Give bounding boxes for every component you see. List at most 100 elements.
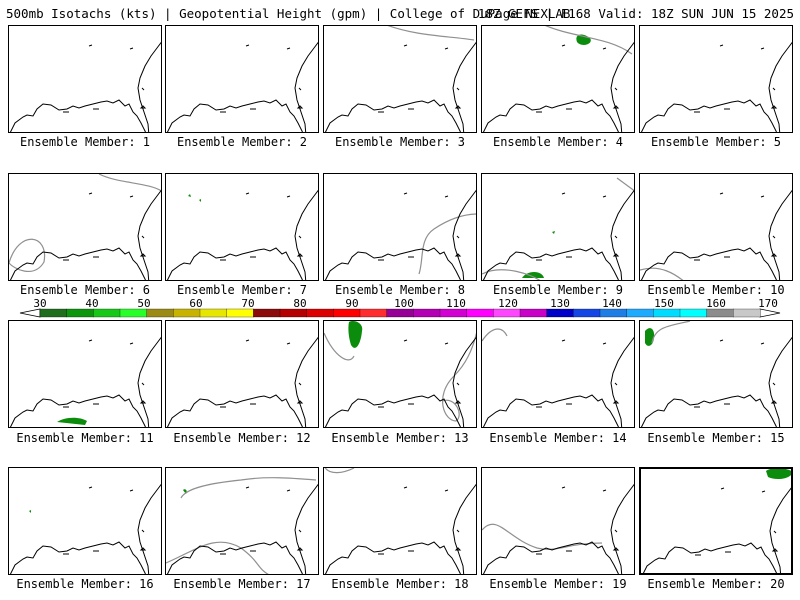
coastline bbox=[294, 41, 318, 132]
ensemble-map-panel bbox=[8, 320, 162, 428]
coastline bbox=[719, 44, 724, 47]
coastline bbox=[612, 105, 620, 109]
colorbar-swatch bbox=[519, 308, 548, 318]
colorbar-low-arrow bbox=[19, 308, 41, 318]
coastline bbox=[456, 87, 460, 91]
gulf-coast-map bbox=[642, 469, 791, 573]
gulf-coast-map bbox=[324, 468, 476, 574]
ensemble-member-label: Ensemble Member: 18 bbox=[331, 577, 469, 591]
ensemble-map-panel bbox=[323, 467, 477, 575]
coastline bbox=[610, 189, 634, 280]
coastline bbox=[298, 235, 302, 239]
coastline bbox=[129, 195, 134, 198]
colorbar-label: 90 bbox=[345, 297, 358, 310]
coastline bbox=[719, 339, 724, 342]
coastline bbox=[129, 489, 134, 492]
height-contour bbox=[651, 321, 691, 344]
coastline bbox=[9, 394, 146, 427]
ensemble-map-panel bbox=[165, 25, 319, 133]
coastline bbox=[640, 394, 777, 427]
ensemble-member-label: Ensemble Member: 4 bbox=[492, 135, 624, 149]
colorbar-label: 140 bbox=[602, 297, 622, 310]
coastline bbox=[769, 487, 791, 573]
coastline bbox=[403, 486, 408, 489]
colorbar-swatch bbox=[333, 308, 361, 318]
gulf-coast-map bbox=[482, 328, 634, 427]
isotach-shading bbox=[57, 417, 87, 425]
coastline bbox=[454, 253, 462, 257]
coastline bbox=[610, 336, 634, 427]
gulf-coast-map bbox=[482, 483, 634, 574]
coastline bbox=[561, 44, 566, 47]
coastline bbox=[760, 195, 765, 198]
coastline bbox=[137, 483, 161, 574]
coastline bbox=[770, 105, 778, 109]
coastline bbox=[296, 400, 304, 404]
colorbar-swatch bbox=[573, 308, 601, 318]
coastline bbox=[139, 105, 147, 109]
coastline bbox=[761, 490, 766, 493]
coastline bbox=[294, 483, 318, 574]
ensemble-map-panel bbox=[8, 173, 162, 281]
coastline bbox=[602, 342, 607, 345]
coastline bbox=[294, 189, 318, 280]
ensemble-member-label: Ensemble Member: 10 bbox=[647, 283, 785, 297]
coastline bbox=[610, 483, 634, 574]
coastline bbox=[296, 547, 304, 551]
coastline bbox=[454, 547, 462, 551]
coastline bbox=[614, 382, 618, 386]
gulf-coast-map bbox=[324, 321, 476, 427]
coastline bbox=[610, 41, 634, 132]
ensemble-map-panel bbox=[481, 25, 635, 133]
coastline bbox=[642, 542, 778, 573]
ensemble-member-label: Ensemble Member: 19 bbox=[489, 577, 627, 591]
colorbar-swatch bbox=[466, 308, 494, 318]
gulf-coast-map bbox=[482, 26, 634, 132]
coastline bbox=[720, 487, 725, 490]
gulf-coast-map bbox=[9, 174, 161, 280]
colorbar-swatch bbox=[119, 308, 148, 318]
coastline bbox=[296, 105, 304, 109]
ensemble-member-label: Ensemble Member: 1 bbox=[19, 135, 151, 149]
coastline bbox=[444, 342, 449, 345]
ensemble-map-panel bbox=[323, 173, 477, 281]
ensemble-map-panel bbox=[165, 467, 319, 575]
coastline bbox=[166, 394, 303, 427]
coastline bbox=[166, 247, 303, 280]
ensemble-map-panel bbox=[165, 173, 319, 281]
colorbar-swatch bbox=[706, 308, 734, 318]
colorbar-swatch bbox=[279, 308, 308, 318]
gulf-coast-map bbox=[166, 41, 318, 132]
coastline bbox=[454, 105, 462, 109]
coastline bbox=[141, 235, 145, 239]
coastline bbox=[768, 336, 792, 427]
coastline bbox=[602, 489, 607, 492]
colorbar-swatch bbox=[173, 308, 201, 318]
coastline bbox=[768, 189, 792, 280]
colorbar-swatch bbox=[493, 308, 521, 318]
coastline bbox=[612, 547, 620, 551]
coastline bbox=[772, 382, 776, 386]
coastline bbox=[141, 87, 145, 91]
height-contour bbox=[441, 332, 476, 422]
coastline bbox=[456, 382, 460, 386]
ensemble-member-label: Ensemble Member: 20 bbox=[647, 577, 785, 591]
gulf-coast-map bbox=[9, 41, 161, 132]
gulf-coast-map bbox=[9, 336, 161, 427]
colorbar-swatch bbox=[439, 308, 468, 318]
colorbar-swatch bbox=[733, 308, 761, 318]
isotach-shading bbox=[199, 199, 201, 202]
colorbar-swatch bbox=[146, 308, 174, 318]
colorbar-swatch bbox=[546, 308, 574, 318]
coastline bbox=[454, 400, 462, 404]
coastline bbox=[286, 47, 291, 50]
coastline bbox=[444, 195, 449, 198]
colorbar-label: 170 bbox=[758, 297, 778, 310]
coastline bbox=[561, 339, 566, 342]
height-contour bbox=[324, 332, 355, 361]
ensemble-member-label: Ensemble Member: 14 bbox=[489, 431, 627, 445]
gulf-coast-map bbox=[640, 189, 792, 280]
coastline bbox=[602, 47, 607, 50]
colorbar-swatch bbox=[599, 308, 628, 318]
coastline bbox=[9, 541, 146, 574]
